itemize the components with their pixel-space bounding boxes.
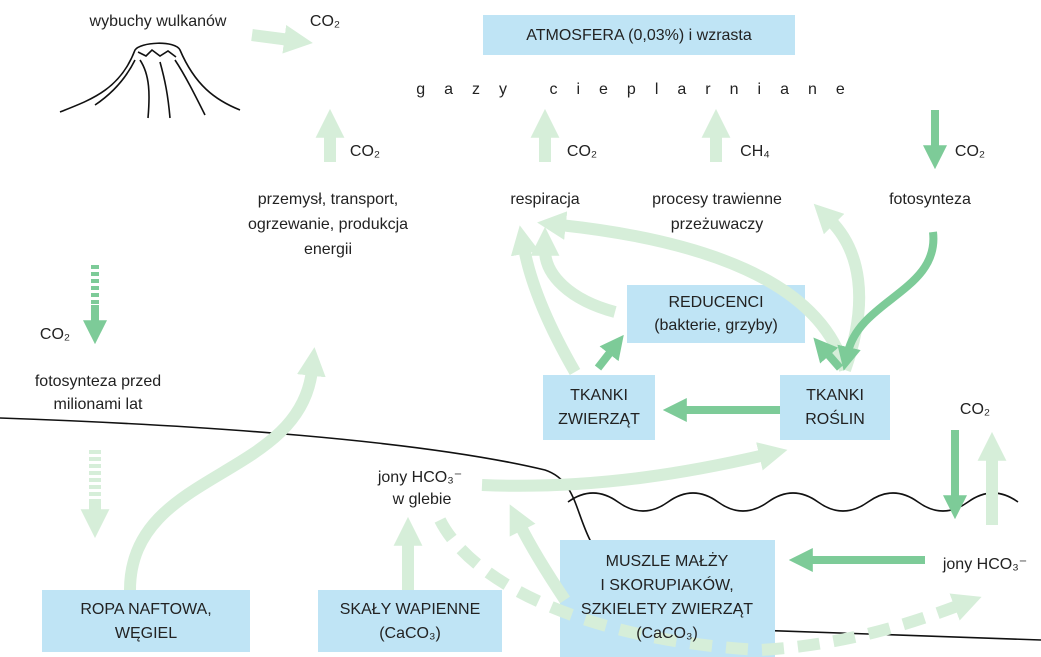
label: milionami lat bbox=[54, 396, 143, 413]
label: przemysł, transport, bbox=[258, 191, 398, 208]
label: (CaCO₃) bbox=[379, 625, 441, 642]
label: SZKIELETY ZWIERZĄT bbox=[581, 601, 753, 618]
label: CO₂ bbox=[40, 326, 70, 343]
label: REDUCENCI bbox=[668, 294, 763, 311]
limestone-box bbox=[318, 590, 502, 652]
fossil-box bbox=[42, 590, 250, 652]
label: CO₂ bbox=[960, 401, 990, 418]
carbon-cycle-diagram: wybuchy wulkanów CO₂ ATMOSFERA (0,03%) i… bbox=[0, 0, 1041, 657]
label: ZWIERZĄT bbox=[558, 411, 640, 428]
label: energii bbox=[304, 241, 352, 258]
label: respiracja bbox=[510, 191, 579, 208]
label: w glebie bbox=[392, 491, 452, 508]
label: jony HCO₃⁻ bbox=[942, 556, 1027, 573]
label: gazy cieplarniane bbox=[416, 81, 864, 98]
plant-box bbox=[780, 375, 890, 440]
label: I SKORUPIAKÓW, bbox=[600, 575, 733, 594]
label: wybuchy wulkanów bbox=[89, 13, 227, 30]
label: jony HCO₃⁻ bbox=[377, 469, 462, 486]
label: CO₂ bbox=[350, 143, 380, 160]
label: TKANKI bbox=[570, 387, 628, 404]
label: SKAŁY WAPIENNE bbox=[340, 601, 481, 618]
label: CH₄ bbox=[740, 143, 770, 160]
label: procesy trawienne bbox=[652, 191, 782, 208]
label: fotosynteza bbox=[889, 191, 971, 208]
label: ATMOSFERA (0,03%) i wzrasta bbox=[526, 27, 752, 44]
label: TKANKI bbox=[806, 387, 864, 404]
label: fotosynteza przed bbox=[35, 373, 161, 390]
label: ROŚLIN bbox=[805, 409, 865, 428]
label: ogrzewanie, produkcja bbox=[248, 216, 408, 233]
label: MUSZLE MAŁŻY bbox=[606, 551, 729, 570]
animal-box bbox=[543, 375, 655, 440]
label: ROPA NAFTOWA, bbox=[80, 601, 211, 618]
label: WĘGIEL bbox=[115, 625, 177, 642]
label: (CaCO₃) bbox=[636, 625, 698, 642]
volcano bbox=[60, 43, 240, 118]
water-surface bbox=[568, 493, 1018, 511]
label: CO₂ bbox=[310, 13, 340, 30]
label: CO₂ bbox=[955, 143, 985, 160]
label: (bakterie, grzyby) bbox=[654, 317, 778, 334]
label: CO₂ bbox=[567, 143, 597, 160]
label: przeżuwaczy bbox=[671, 216, 763, 233]
